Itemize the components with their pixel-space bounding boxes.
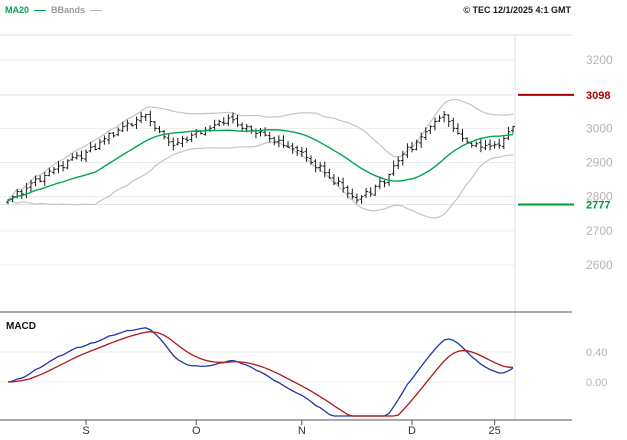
price-tick-label: 3200 (586, 53, 613, 67)
price-tick-label: 3000 (586, 121, 613, 135)
candles-layer (6, 110, 515, 205)
macd-panel-label: MACD (6, 321, 36, 332)
support-label: 2777 (586, 200, 610, 212)
price-tick-label: 2600 (586, 258, 613, 272)
resistance-label: 3098 (586, 90, 610, 102)
bbands-layer (7, 98, 514, 219)
bollinger-upper-line (7, 98, 514, 201)
price-tick-label: 2800 (586, 190, 613, 204)
x-axis-label: O (192, 425, 201, 437)
macd-line (7, 327, 514, 417)
chart-legend: MA20 BBands © TEC 12/1/2025 4:1 GMT (5, 3, 623, 17)
x-axis-label: N (298, 425, 306, 437)
x-axis-label: S (82, 425, 89, 437)
x-axis-label: 25 (489, 425, 501, 437)
bbands-label: BBands (51, 5, 86, 15)
bbands-line-sample (90, 9, 103, 11)
x-axis-label: D (408, 425, 416, 437)
ma20-line-sample (34, 9, 47, 11)
price-axis-labels: 3200 3000 2900 2800 2700 2600 (586, 53, 613, 272)
grid-layer (0, 59, 515, 266)
macd-layer: 0.40 0.00 (0, 327, 607, 417)
ma20-layer (7, 128, 514, 201)
macd-tick-label: 0.00 (586, 377, 607, 389)
x-axis-labels: S O N D 25 (82, 420, 501, 437)
macd-signal-line (7, 331, 514, 417)
macd-tick-label: 0.40 (586, 347, 607, 359)
ma20-line (7, 128, 514, 201)
bollinger-lower-line (7, 141, 514, 219)
price-tick-label: 2700 (586, 224, 613, 238)
price-tick-label: 2900 (586, 156, 613, 170)
copyright-text: © TEC 12/1/2025 4:1 GMT (463, 5, 571, 15)
levels-layer: 3098 2777 (518, 90, 610, 212)
ma20-label: MA20 (5, 5, 30, 15)
